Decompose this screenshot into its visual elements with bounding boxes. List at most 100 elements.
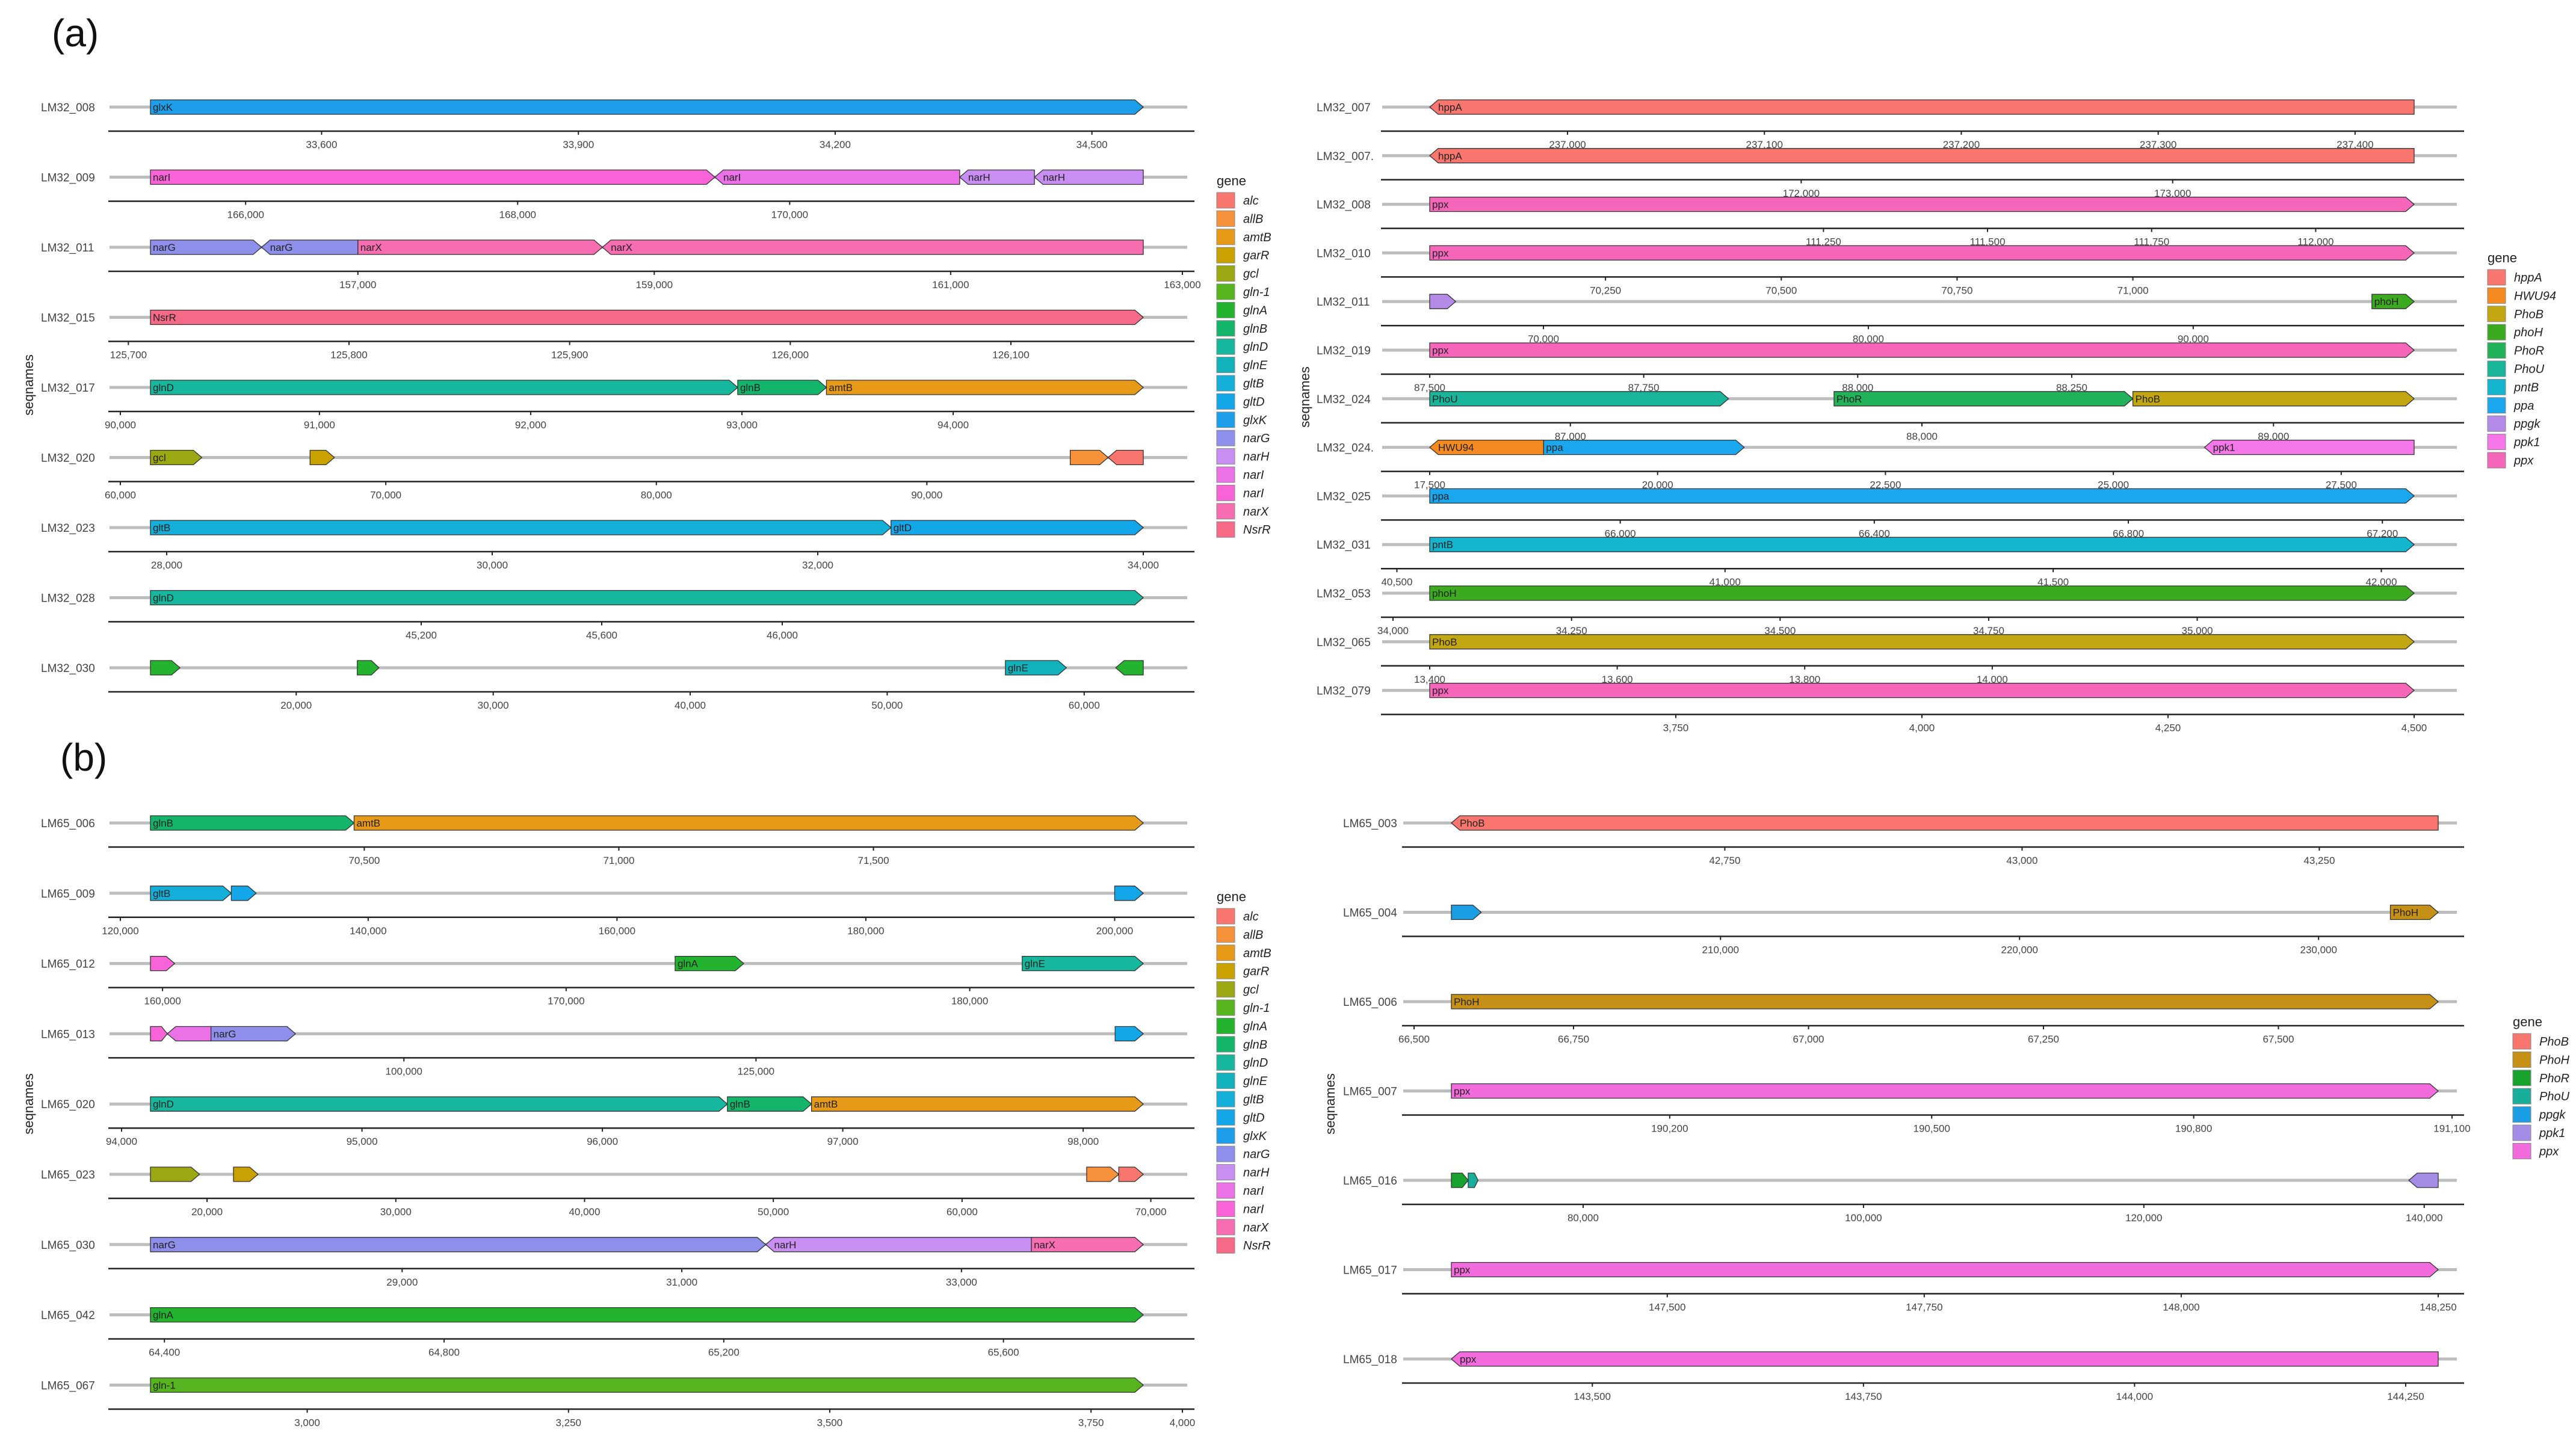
legend-label: phoH <box>2513 326 2543 339</box>
track-LM32_009: LM32_009 narI narI narH narH 166,000 168,000 17… <box>41 169 1194 221</box>
track-LM32_015: LM32_015 NsrR 125,700 125,800 125,900 126,000… <box>41 309 1194 361</box>
gene-arrow <box>1451 1172 1469 1188</box>
legend-swatch <box>1216 393 1235 410</box>
legend-swatch <box>1216 338 1235 355</box>
x-tick-label: 34,250 <box>1556 625 1587 636</box>
x-tick-label: 125,000 <box>738 1065 774 1077</box>
legend-swatch <box>1216 229 1235 245</box>
x-tick-label: 94,000 <box>937 419 969 431</box>
track-label: LM65_009 <box>41 888 95 901</box>
legend-label: narG <box>1243 1148 1270 1161</box>
legend-label: PhoB <box>2539 1035 2569 1049</box>
gene-label: phoH <box>2374 296 2399 307</box>
gene-arrow <box>150 1237 767 1253</box>
x-tick-label: 50,000 <box>758 1206 789 1218</box>
x-tick-label: 67,200 <box>2367 528 2398 539</box>
gene-arrow <box>826 380 1144 395</box>
gene-label: glnA <box>153 1310 174 1321</box>
x-tick-label: 67,500 <box>2262 1034 2294 1045</box>
gene-arrow <box>727 1096 812 1112</box>
gene-label: ppx <box>1460 1354 1477 1365</box>
legend-label: glnB <box>1243 1038 1267 1052</box>
x-tick-label: 33,600 <box>306 139 337 150</box>
legend-label: amtB <box>1243 947 1271 960</box>
track-label: LM32_010 <box>1317 247 1371 260</box>
x-tick-label: 3,750 <box>1663 723 1689 734</box>
x-tick-label: 100,000 <box>386 1065 422 1077</box>
gene-label: narH <box>774 1239 797 1251</box>
legend-label: ppk1 <box>2513 436 2540 449</box>
track-label: LM65_067 <box>41 1379 95 1392</box>
legend-swatch <box>2487 397 2506 414</box>
x-tick-label: 71,000 <box>603 855 634 866</box>
x-tick-label: 200,000 <box>1096 925 1133 937</box>
gene-arrow <box>150 99 1144 115</box>
track-label: LM32_065 <box>1317 636 1371 649</box>
track-label: LM32_020 <box>41 452 95 465</box>
legend-swatch <box>1216 1109 1235 1126</box>
gene-arrow <box>1115 660 1144 676</box>
track-LM32_023: LM32_023 gltB gltD 28,000 30,000 32,000 34,000 <box>41 520 1194 571</box>
legend-label: gltB <box>1243 1093 1264 1106</box>
gene-label: PhoB <box>1460 818 1485 829</box>
legend-label: PhoU <box>2539 1090 2570 1103</box>
legend-swatch <box>2487 269 2506 286</box>
gene-arrow <box>1451 1351 2439 1367</box>
legend-label: gln-1 <box>1243 1002 1270 1015</box>
x-tick-label: 60,000 <box>947 1206 978 1218</box>
gene-label: ppx <box>1432 345 1449 356</box>
legend-swatch <box>1216 430 1235 446</box>
track-label: LM65_007 <box>1343 1086 1397 1099</box>
x-tick-label: 60,000 <box>1069 700 1100 711</box>
track-LM32_020: LM32_020 gcl 60,000 70,000 80,000 90,000 <box>41 449 1194 501</box>
legend-label: PhoR <box>2539 1072 2569 1085</box>
x-tick-label: 30,000 <box>478 700 509 711</box>
gene-arrow <box>2371 294 2415 309</box>
legend-swatch <box>2487 360 2506 377</box>
x-tick-label: 98,000 <box>1067 1136 1099 1147</box>
track-LM32_017: LM32_017 glnD glnB amtB 90,000 91,000 92,000 93… <box>41 380 1194 431</box>
legend-swatch <box>1216 247 1235 263</box>
x-tick-label: 88,000 <box>1842 382 1873 393</box>
track-label: LM65_012 <box>41 958 95 971</box>
gene-label: phoH <box>1432 588 1457 599</box>
x-tick-label: 126,100 <box>992 350 1029 361</box>
x-tick-label: 160,000 <box>144 996 181 1007</box>
x-tick-label: 88,250 <box>2056 382 2087 393</box>
x-tick-label: 170,000 <box>771 209 808 221</box>
track-label: LM65_003 <box>1343 818 1397 830</box>
legend-swatch <box>2487 342 2506 359</box>
legend-swatch <box>2512 1124 2531 1141</box>
legend-label: PhoU <box>2514 363 2545 376</box>
track-label: LM65_004 <box>1343 907 1397 920</box>
x-tick-label: 13,800 <box>1789 674 1820 685</box>
gene-label: ppx <box>1454 1086 1471 1097</box>
legend-label: narX <box>1243 1221 1269 1234</box>
x-tick-label: 94,000 <box>106 1136 137 1147</box>
gene-label: narG <box>214 1028 236 1040</box>
legend-label: allB <box>1243 928 1263 941</box>
x-tick-label: 13,600 <box>1602 674 1633 685</box>
track-LM65_012: LM65_012 glnA glnE 160,000 170,000 180,000 <box>41 955 1194 1007</box>
gene-arrow <box>150 239 262 255</box>
gene-arrow <box>1429 391 1729 407</box>
legend-label: glnE <box>1243 359 1268 372</box>
gene-arrow <box>1451 815 2439 831</box>
panel-2: seqnames LM65_006 glnB amtB 70,500 71,000 71,5… <box>21 815 1271 1428</box>
gene-label: glnB <box>740 382 761 393</box>
track-LM32_011: LM32_011 phoH 70,000 80,000 90,000 <box>1317 294 2464 345</box>
x-tick-label: 42,000 <box>2365 576 2397 588</box>
legend-label: narG <box>1243 432 1270 445</box>
x-tick-label: 34,000 <box>1128 559 1159 571</box>
x-tick-label: 87,500 <box>1414 382 1445 393</box>
legend-label: PhoH <box>2539 1053 2570 1067</box>
x-tick-label: 4,000 <box>1909 723 1935 734</box>
legend-swatch <box>1216 999 1235 1016</box>
gene-arrow <box>1429 196 2415 212</box>
gene-arrow <box>1429 585 2415 601</box>
gene-arrow <box>150 815 355 831</box>
gene-arrow <box>233 1166 259 1182</box>
legend-swatch <box>1216 192 1235 209</box>
x-tick-label: 80,000 <box>1568 1212 1599 1224</box>
x-tick-label: 91,000 <box>304 419 335 431</box>
